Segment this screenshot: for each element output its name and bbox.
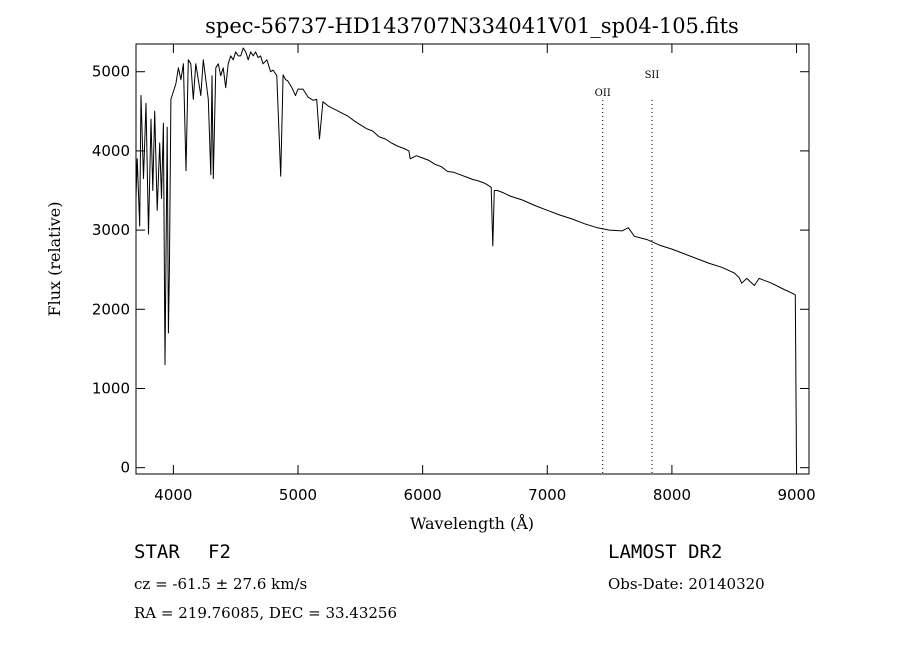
axis-ticks: 4000 5000 6000 7000 8000 9000 0 1000 2000 3000 400… (92, 44, 816, 504)
line-marker-label: SII (645, 70, 660, 81)
survey-name: LAMOST DR2 (608, 541, 723, 563)
x-tick-label: 8000 (653, 486, 691, 504)
y-tick-label: 3000 (92, 221, 130, 239)
x-tick-label: 7000 (528, 486, 566, 504)
y-tick-label: 0 (120, 459, 130, 477)
spectrum-line (135, 47, 797, 467)
y-tick-label: 2000 (92, 300, 130, 318)
line-marker-label: OII (595, 88, 611, 99)
spectral-subclass: F2 (208, 541, 231, 563)
obs-date-text: Obs-Date: 20140320 (608, 575, 765, 593)
x-axis-label: Wavelength (Å) (410, 513, 534, 533)
y-tick-label: 1000 (92, 379, 130, 397)
y-tick-label: 4000 (92, 142, 130, 160)
spectrum-series (135, 47, 797, 467)
redshift-text: cz = -61.5 ± 27.6 km/s (134, 575, 308, 593)
x-tick-label: 5000 (279, 486, 317, 504)
coordinates-text: RA = 219.76085, DEC = 33.43256 (134, 604, 398, 622)
y-tick-label: 5000 (92, 63, 130, 81)
object-class: STAR (134, 541, 180, 563)
x-tick-label: 4000 (154, 486, 192, 504)
x-tick-label: 9000 (777, 486, 815, 504)
line-marker-layer: OII SII (595, 70, 660, 474)
plot-frame (135, 43, 810, 475)
chart-title: spec-56737-HD143707N334041V01_sp04-105.f… (205, 14, 739, 38)
x-tick-label: 6000 (404, 486, 442, 504)
y-axis-label: Flux (relative) (45, 202, 64, 317)
